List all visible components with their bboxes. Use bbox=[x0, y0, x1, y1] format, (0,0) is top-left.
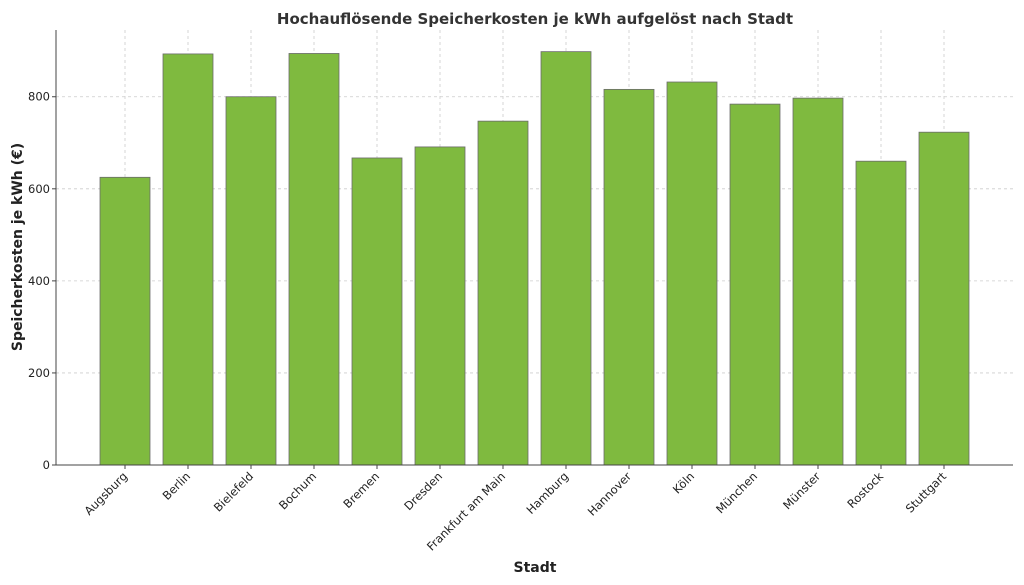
x-tick-label: Hamburg bbox=[524, 469, 572, 517]
y-tick-layer: 0 200 400 600 800 bbox=[28, 90, 56, 472]
x-tick-label: München bbox=[713, 469, 760, 516]
x-tick-label: Bremen bbox=[340, 469, 382, 511]
bar-rostock bbox=[855, 160, 907, 466]
x-tick-label: Rostock bbox=[844, 469, 886, 511]
bar-münster bbox=[792, 97, 844, 466]
bar-augsburg bbox=[99, 176, 151, 466]
bar-stuttgart bbox=[918, 131, 970, 466]
x-tick-layer: Augsburg Berlin Bielefeld Bochum Bremen Dresd… bbox=[81, 465, 949, 553]
x-tick-label: Köln bbox=[670, 469, 697, 496]
bar-dresden bbox=[414, 146, 466, 466]
bars-layer bbox=[99, 51, 970, 466]
y-tick-label: 0 bbox=[43, 458, 50, 472]
x-tick-label: Stuttgart bbox=[903, 469, 950, 516]
x-tick-label: Berlin bbox=[160, 469, 193, 502]
chart-title: Hochauflösende Speicherkosten je kWh auf… bbox=[277, 10, 793, 28]
bar-hannover bbox=[603, 88, 655, 466]
bar-hamburg bbox=[540, 51, 592, 466]
y-axis-label: Speicherkosten je kWh (€) bbox=[10, 143, 26, 351]
bar-bremen bbox=[351, 157, 403, 466]
x-tick-label: Bochum bbox=[276, 469, 319, 512]
bar-frankfurt-am-main bbox=[477, 120, 529, 466]
x-axis-label: Stadt bbox=[514, 560, 557, 576]
bar-münchen bbox=[729, 103, 781, 466]
x-tick-label: Bielefeld bbox=[211, 469, 256, 514]
axes-layer bbox=[55, 30, 1013, 466]
bar-bielefeld bbox=[225, 96, 277, 466]
bar-köln bbox=[666, 81, 718, 466]
x-tick-label: Münster bbox=[780, 469, 823, 512]
bar-bochum bbox=[288, 53, 340, 466]
x-tick-label: Augsburg bbox=[81, 469, 130, 518]
y-tick-label: 200 bbox=[28, 366, 50, 380]
y-tick-label: 600 bbox=[28, 182, 50, 196]
x-tick-label: Hannover bbox=[585, 469, 635, 519]
y-tick-label: 400 bbox=[28, 274, 50, 288]
x-tick-label: Dresden bbox=[401, 469, 445, 513]
bar-berlin bbox=[162, 53, 214, 466]
y-tick-label: 800 bbox=[28, 90, 50, 104]
